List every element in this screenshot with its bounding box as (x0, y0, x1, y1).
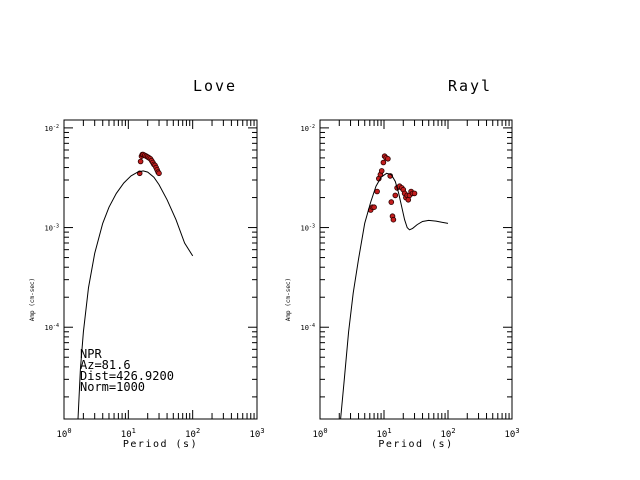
data-point (380, 159, 387, 166)
x-tick-label: 103 (504, 427, 519, 440)
x-axis-label: Period (s) (123, 439, 198, 450)
plot-frame (63, 119, 258, 420)
model-curve (340, 172, 449, 420)
x-tick-label: 100 (312, 427, 327, 440)
x-axis-label: Period (s) (378, 439, 453, 450)
plot-frame (319, 119, 513, 420)
x-axis-ticks (63, 120, 255, 419)
data-point (374, 188, 380, 195)
chart-panel-love: Love 100 101 102 103 10-2 10-3 10-4 Period (s) Am… (29, 77, 265, 450)
x-axis-ticks (319, 120, 510, 419)
chart-title: Love (193, 77, 237, 95)
annotation-line: Dist=426.9200 (80, 369, 174, 383)
data-point (390, 216, 397, 223)
y-tick-label: 10-4 (45, 323, 59, 332)
x-tick-label: 102 (185, 427, 200, 440)
annotation-line: Az=81.6 (80, 358, 131, 372)
data-point (411, 190, 418, 197)
chart-panel-rayl: Rayl 100 101 102 103 10-2 10-3 10-4 Period (s) Am… (285, 77, 520, 450)
x-tick-label: 101 (376, 427, 391, 440)
chart-title: Rayl (448, 77, 492, 95)
y-tick-label: 10-2 (45, 124, 59, 133)
model-curve (77, 170, 194, 420)
y-tick-label: 10-3 (301, 224, 315, 233)
data-point (392, 192, 399, 199)
data-point (156, 170, 162, 177)
annotation-line: NPR (80, 347, 102, 361)
y-tick-label: 10-2 (301, 124, 315, 133)
y-tick-label: 10-4 (301, 323, 315, 332)
x-tick-label: 100 (56, 427, 71, 440)
x-tick-label: 101 (121, 427, 136, 440)
y-axis-label: Amp (cm-sec) (29, 278, 36, 321)
data-point (137, 158, 144, 165)
annotation-line: Norm=1000 (80, 380, 145, 394)
y-axis-ticks (64, 127, 257, 398)
x-tick-label: 103 (249, 427, 264, 440)
data-point (371, 204, 377, 211)
y-axis-label: Amp (cm-sec) (285, 278, 292, 321)
observed-points (136, 151, 162, 177)
data-point (388, 199, 395, 205)
x-tick-label: 102 (440, 427, 455, 440)
y-axis-ticks (320, 127, 512, 398)
data-point (378, 168, 385, 174)
y-tick-label: 10-3 (45, 224, 59, 233)
data-point (385, 156, 391, 162)
